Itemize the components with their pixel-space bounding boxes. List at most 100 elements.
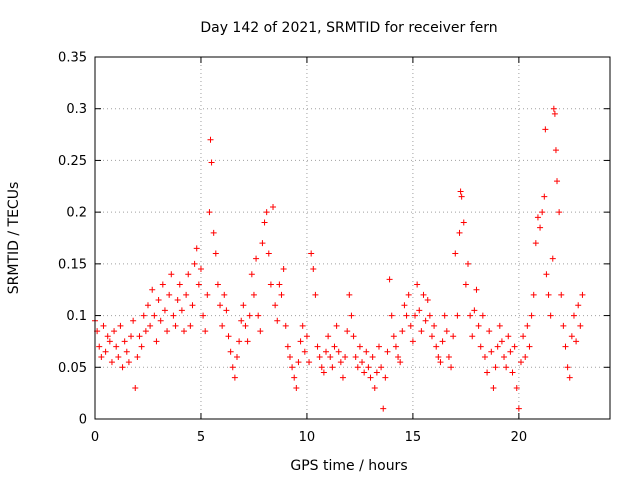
- data-point: [113, 343, 120, 350]
- data-point: [513, 384, 520, 391]
- data-point: [439, 338, 446, 345]
- y-tick-label: 0: [79, 413, 87, 428]
- data-point: [308, 250, 315, 257]
- data-point: [550, 105, 557, 112]
- data-point: [579, 291, 586, 298]
- data-point: [210, 229, 217, 236]
- data-point: [238, 317, 245, 324]
- data-point: [492, 364, 499, 371]
- data-point: [134, 353, 141, 360]
- data-point: [202, 328, 209, 335]
- data-point: [168, 271, 175, 278]
- data-point: [407, 322, 414, 329]
- data-point: [528, 312, 535, 319]
- data-point: [293, 384, 300, 391]
- data-point: [457, 188, 464, 195]
- data-point: [515, 405, 522, 412]
- data-point: [174, 297, 181, 304]
- data-point: [144, 302, 151, 309]
- data-point: [494, 343, 501, 350]
- data-point: [460, 219, 467, 226]
- data-point: [153, 338, 160, 345]
- data-point: [549, 255, 556, 262]
- data-point: [263, 209, 270, 216]
- data-point: [291, 374, 298, 381]
- data-point: [350, 333, 357, 340]
- data-point: [424, 297, 431, 304]
- data-point: [138, 343, 145, 350]
- data-point: [551, 110, 558, 117]
- data-point: [418, 328, 425, 335]
- data-point: [170, 312, 177, 319]
- data-point: [301, 348, 308, 355]
- data-point: [348, 312, 355, 319]
- data-point: [566, 374, 573, 381]
- data-point: [274, 317, 281, 324]
- data-point: [286, 353, 293, 360]
- data-point: [227, 348, 234, 355]
- data-point: [520, 333, 527, 340]
- data-point: [299, 322, 306, 329]
- grid: [95, 57, 610, 419]
- data-point: [236, 338, 243, 345]
- data-point: [564, 364, 571, 371]
- data-point: [310, 266, 317, 273]
- data-point: [352, 353, 359, 360]
- data-point: [498, 338, 505, 345]
- data-point: [248, 271, 255, 278]
- data-point: [524, 322, 531, 329]
- data-point: [395, 353, 402, 360]
- data-point: [259, 240, 266, 247]
- data-point: [545, 291, 552, 298]
- data-point: [378, 364, 385, 371]
- data-point: [178, 307, 185, 314]
- x-tick-label: 0: [91, 430, 99, 445]
- data-point: [467, 312, 474, 319]
- tick-labels: 0 0.05 0.1 0.15 0.2 0.25 0.3 0.35 0 5 10 15 20: [58, 51, 527, 446]
- data-point: [240, 302, 247, 309]
- data-point: [244, 338, 251, 345]
- data-point: [365, 364, 372, 371]
- data-point: [397, 359, 404, 366]
- data-point: [221, 291, 228, 298]
- data-point: [323, 348, 330, 355]
- data-point: [437, 359, 444, 366]
- data-point: [257, 328, 264, 335]
- data-point: [142, 328, 149, 335]
- data-point: [471, 307, 478, 314]
- data-point: [125, 359, 132, 366]
- data-point: [157, 317, 164, 324]
- data-point: [195, 281, 202, 288]
- data-point: [452, 250, 459, 257]
- data-point: [96, 343, 103, 350]
- data-point: [486, 328, 493, 335]
- data-point: [147, 322, 154, 329]
- data-point: [121, 338, 128, 345]
- data-point: [496, 322, 503, 329]
- data-point: [207, 136, 214, 143]
- data-point: [342, 353, 349, 360]
- data-point: [450, 333, 457, 340]
- data-points: [92, 105, 586, 412]
- data-point: [306, 359, 313, 366]
- data-point: [181, 328, 188, 335]
- data-point: [225, 333, 232, 340]
- data-point: [335, 348, 342, 355]
- data-point: [161, 307, 168, 314]
- data-point: [312, 291, 319, 298]
- data-point: [414, 281, 421, 288]
- data-point: [282, 322, 289, 329]
- data-point: [337, 359, 344, 366]
- data-point: [448, 364, 455, 371]
- data-point: [575, 302, 582, 309]
- data-point: [346, 291, 353, 298]
- data-point: [197, 266, 204, 273]
- data-point: [473, 286, 480, 293]
- data-point: [361, 369, 368, 376]
- data-point: [403, 312, 410, 319]
- data-point: [280, 266, 287, 273]
- data-point: [155, 297, 162, 304]
- data-point: [253, 255, 260, 262]
- x-tick-label: 10: [299, 430, 316, 445]
- data-point: [568, 333, 575, 340]
